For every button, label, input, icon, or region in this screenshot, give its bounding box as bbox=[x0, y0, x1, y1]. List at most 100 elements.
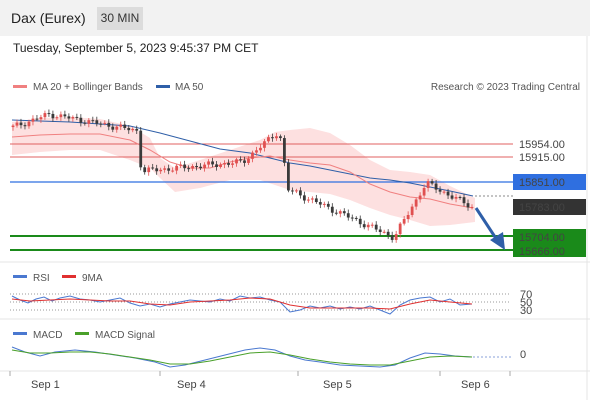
candle-body bbox=[183, 164, 187, 169]
candle-body bbox=[263, 141, 266, 148]
candle-body bbox=[398, 223, 402, 235]
candle-body bbox=[418, 195, 422, 200]
candle-body bbox=[406, 214, 410, 220]
candle-body bbox=[430, 181, 434, 184]
candle-body bbox=[326, 203, 330, 207]
candle-body bbox=[175, 165, 179, 171]
candle-body bbox=[43, 113, 47, 118]
candle-body bbox=[135, 128, 139, 131]
candle-body bbox=[195, 165, 198, 167]
projection-arrow-shaft bbox=[474, 207, 499, 241]
candle-body bbox=[67, 116, 71, 119]
candle-body bbox=[314, 198, 318, 203]
candle-body bbox=[147, 167, 151, 173]
candle-body bbox=[91, 120, 95, 122]
candle-body bbox=[151, 167, 155, 169]
candle-body bbox=[123, 124, 127, 128]
candle-body bbox=[279, 136, 282, 139]
macd-legend-swatch bbox=[13, 332, 27, 335]
instrument-title: Dax (Eurex) bbox=[11, 10, 86, 26]
candle-body bbox=[83, 122, 87, 124]
support-label-2: 15666.00 bbox=[519, 246, 565, 258]
candlestick-series bbox=[11, 109, 474, 243]
candle-body bbox=[354, 217, 358, 219]
candle-body bbox=[243, 160, 246, 163]
candle-body bbox=[115, 126, 119, 130]
timeframe-badge[interactable]: 30 MIN bbox=[97, 7, 143, 30]
candle-body bbox=[342, 211, 346, 214]
candle-body bbox=[247, 158, 250, 163]
candle-body bbox=[358, 218, 362, 225]
candle-body bbox=[167, 168, 171, 171]
candle-body bbox=[155, 168, 159, 172]
resistance-label-1: 15954.00 bbox=[519, 139, 565, 151]
candle-body bbox=[318, 202, 322, 205]
macd-signal-legend-swatch bbox=[75, 332, 89, 335]
candle-body bbox=[39, 117, 43, 120]
ma50-legend-label: MA 50 bbox=[175, 82, 204, 93]
candle-body bbox=[31, 118, 35, 122]
candle-body bbox=[322, 203, 326, 205]
last-price-label-box bbox=[513, 199, 586, 215]
candle-body bbox=[283, 138, 286, 163]
rsi-legend-swatch bbox=[13, 275, 27, 278]
candle-body bbox=[119, 124, 123, 127]
macd-line bbox=[11, 346, 473, 368]
candle-body bbox=[47, 113, 51, 115]
candle-body bbox=[271, 137, 274, 139]
candle-body bbox=[294, 190, 298, 192]
candle-body bbox=[386, 231, 390, 236]
candle-body bbox=[394, 234, 398, 240]
rsi-ma-legend-swatch bbox=[62, 275, 76, 278]
rsi-line bbox=[11, 295, 473, 315]
candle-body bbox=[466, 203, 470, 208]
candle-body bbox=[35, 118, 39, 120]
candle-body bbox=[159, 169, 163, 172]
candle-body bbox=[458, 196, 462, 198]
candle-body bbox=[287, 162, 290, 191]
candle-body bbox=[171, 170, 175, 172]
candle-body bbox=[87, 120, 91, 124]
candle-body bbox=[350, 217, 354, 219]
candle-body bbox=[227, 163, 230, 165]
candle-body bbox=[211, 161, 214, 165]
candle-body bbox=[131, 128, 135, 131]
candle-body bbox=[75, 116, 79, 118]
candle-body bbox=[414, 199, 418, 207]
candle-body bbox=[454, 196, 458, 199]
bollinger-band bbox=[12, 117, 475, 226]
macd-legend-label: MACD bbox=[33, 330, 62, 341]
support-label-box bbox=[513, 229, 586, 257]
candle-body bbox=[362, 224, 366, 228]
candle-body bbox=[19, 122, 23, 126]
candle-body bbox=[127, 127, 131, 131]
candle-body bbox=[59, 114, 63, 118]
candle-body bbox=[103, 122, 107, 124]
candle-body bbox=[298, 190, 302, 196]
candle-body bbox=[199, 166, 202, 169]
candle-body bbox=[107, 122, 111, 127]
candle-body bbox=[71, 116, 75, 119]
candle-body bbox=[446, 191, 450, 196]
candle-body bbox=[63, 114, 67, 117]
rsi-50-label: 50 bbox=[520, 297, 532, 309]
candle-body bbox=[338, 211, 342, 214]
candle-body bbox=[426, 181, 430, 188]
rsi-70-label: 70 bbox=[520, 289, 532, 301]
candle-body bbox=[378, 229, 382, 232]
pivot-label-box bbox=[513, 174, 586, 190]
candle-body bbox=[255, 150, 258, 153]
candle-body bbox=[139, 130, 143, 168]
ma20-legend-swatch bbox=[13, 85, 27, 88]
candle-body bbox=[203, 164, 206, 169]
candle-body bbox=[422, 187, 426, 196]
candle-body bbox=[231, 163, 234, 165]
rsi-ma-legend-label: 9MA bbox=[82, 273, 103, 284]
candle-body bbox=[310, 198, 314, 200]
pivot-label: 15851.00 bbox=[519, 177, 565, 189]
candle-body bbox=[51, 113, 55, 119]
candle-body bbox=[99, 123, 103, 125]
candle-body bbox=[215, 164, 218, 168]
candle-body bbox=[438, 189, 442, 192]
